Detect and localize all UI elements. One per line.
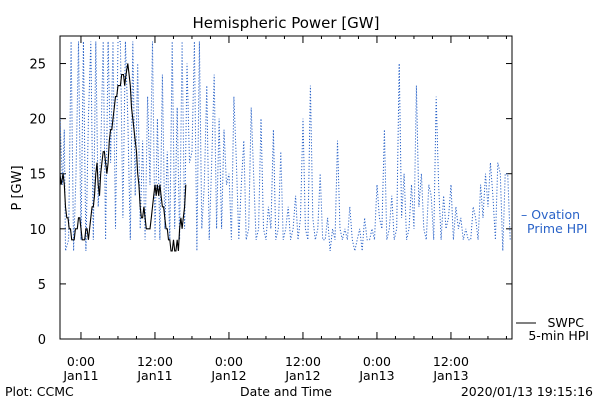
legend-ovation-line1: – Ovation <box>521 207 580 222</box>
ovation-prime-hpi-line <box>60 41 511 252</box>
footer-plot-credit: Plot: CCMC <box>5 384 74 399</box>
x-axis-label: Date and Time <box>240 384 332 399</box>
x-tick-time-label: 0:00 <box>67 354 95 369</box>
legend-swpc-line1: SWPC <box>547 315 584 330</box>
y-axis: 0 5 10 15 20 25 <box>29 58 512 348</box>
x-tick-date-label: Jan13 <box>432 368 468 383</box>
footer-timestamp: 2020/01/13 19:15:16 <box>461 384 593 399</box>
x-tick-time-label: 12:00 <box>433 354 469 369</box>
x-tick-date-label: Jan13 <box>358 368 394 383</box>
x-tick-date-label: Jan12 <box>210 368 246 383</box>
legend-ovation-line2: Prime HPI <box>527 221 587 236</box>
x-tick-time-label: 0:00 <box>363 354 391 369</box>
x-tick-time-label: 12:00 <box>285 354 321 369</box>
y-tick-label: 20 <box>29 113 46 128</box>
x-tick-date-label: Jan12 <box>284 368 320 383</box>
legend-swpc-line2: 5-min HPI <box>528 328 589 343</box>
y-tick-label: 15 <box>29 168 46 183</box>
y-tick-label: 10 <box>29 223 46 238</box>
y-tick-label: 5 <box>38 278 46 293</box>
x-tick-time-label: 0:00 <box>215 354 243 369</box>
x-tick-date-label: Jan11 <box>62 368 98 383</box>
x-tick-time-label: 12:00 <box>137 354 173 369</box>
y-tick-label: 25 <box>29 58 46 73</box>
y-axis-label: P [GW] <box>10 165 25 210</box>
plot-frame <box>59 35 513 340</box>
swpc-5min-hpi-line <box>60 63 187 252</box>
x-tick-date-label: Jan11 <box>136 368 172 383</box>
chart-title: Hemispheric Power [GW] <box>193 14 380 32</box>
x-axis: 0:00Jan1112:00Jan110:00Jan1212:00Jan120:… <box>62 36 507 383</box>
y-tick-label: 0 <box>38 333 46 348</box>
